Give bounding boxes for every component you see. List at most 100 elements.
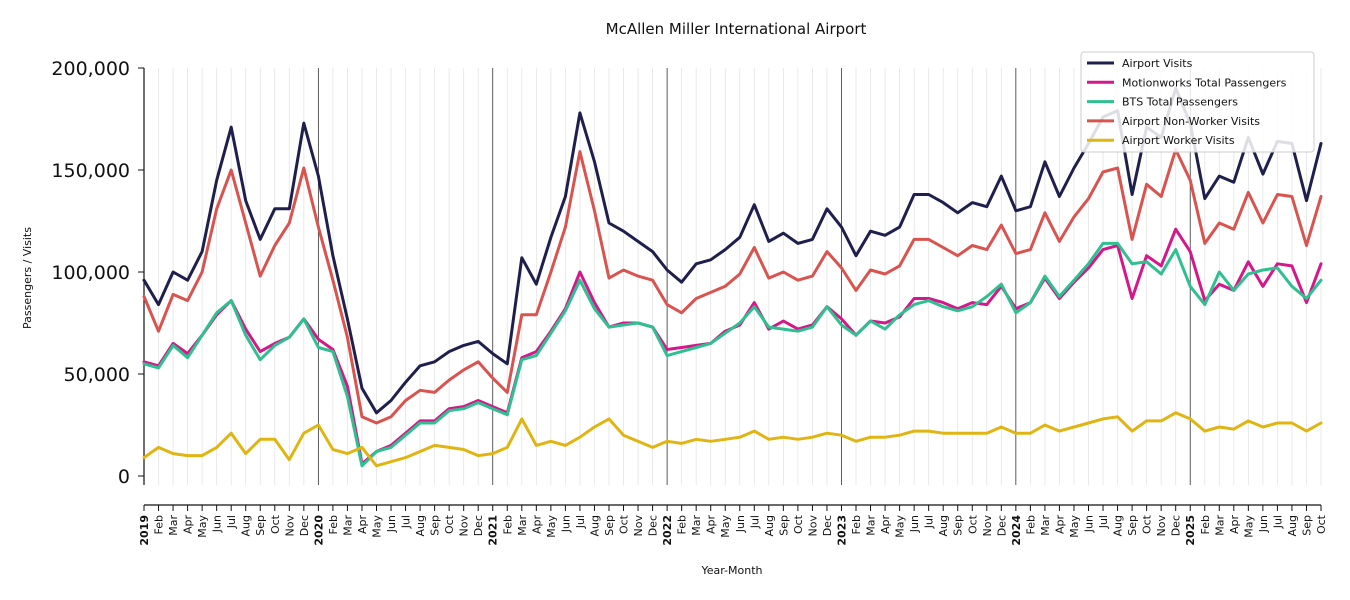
y-tick-label: 100,000 — [51, 262, 130, 284]
series-line-airport-visits — [142, 86, 1323, 415]
y-tick-label: 50,000 — [64, 364, 130, 386]
x-tick-label: Aug — [414, 515, 427, 536]
x-tick-label: Jun — [211, 515, 224, 533]
x-tick-label: May — [1068, 515, 1081, 538]
x-tick-label: Aug — [763, 515, 776, 536]
x-tick-label: May — [370, 515, 383, 538]
x-tick-label: Sep — [952, 515, 965, 536]
series-line-airport-worker-visits — [142, 411, 1323, 468]
x-tick-label: Sep — [429, 515, 442, 536]
x-tick-label: Jul — [574, 515, 587, 529]
x-tick-label: Jun — [385, 515, 398, 533]
x-tick-label: Dec — [1170, 515, 1183, 536]
x-tick-label: Oct — [966, 514, 979, 534]
series-line-airport-non-worker-visits — [142, 148, 1323, 425]
x-tick-label: Mar — [516, 515, 529, 536]
x-axis-label: Year-Month — [700, 564, 762, 577]
y-axis-label: Passengers / Visits — [21, 227, 34, 329]
x-tick-label-year: 2024 — [1010, 515, 1023, 546]
x-tick-label: Mar — [865, 515, 878, 536]
x-tick-label: Nov — [981, 515, 994, 537]
x-tick-label: May — [719, 515, 732, 538]
x-tick-label: Aug — [588, 515, 601, 536]
legend-label: Airport Non-Worker Visits — [1122, 115, 1260, 128]
x-tick-label: Nov — [806, 515, 819, 537]
x-tick-label: Apr — [705, 515, 718, 535]
y-tick-label: 0 — [118, 466, 130, 488]
x-tick-label: Mar — [1039, 515, 1052, 536]
x-tick-label: Jun — [908, 515, 921, 533]
x-tick-label-year: 2019 — [138, 515, 151, 546]
x-tick-label: Apr — [879, 515, 892, 535]
x-tick-label: Feb — [1024, 515, 1037, 534]
x-tick-label: May — [545, 515, 558, 538]
gridlines — [143, 68, 1322, 485]
x-tick-label: Apr — [530, 515, 543, 535]
x-tick-label: Oct — [269, 514, 282, 534]
x-tick-label: May — [894, 515, 907, 538]
x-tick-label: Feb — [676, 515, 689, 534]
x-tick-label: Oct — [443, 514, 456, 534]
x-tick-label: Oct — [792, 514, 805, 534]
x-tick-label: Mar — [690, 515, 703, 536]
x-tick-label: Aug — [1286, 515, 1299, 536]
legend-label: Airport Visits — [1122, 57, 1193, 70]
x-tick-label-year: 2023 — [835, 515, 848, 546]
x-tick-label: Apr — [356, 515, 369, 535]
x-tick-label: Jul — [1097, 515, 1110, 529]
x-tick-label: Sep — [1300, 515, 1313, 536]
x-tick-label: Jun — [734, 515, 747, 533]
x-tick-label: Dec — [821, 515, 834, 536]
x-tick-label: Oct — [1315, 514, 1328, 534]
legend-label: Airport Worker Visits — [1122, 134, 1235, 147]
x-tick-label: Oct — [1141, 514, 1154, 534]
x-tick-label: Aug — [240, 515, 253, 536]
x-tick-label: Mar — [167, 515, 180, 536]
axes — [143, 68, 1321, 506]
x-tick-label: Apr — [1228, 515, 1241, 535]
x-tick-label-year: 2025 — [1184, 515, 1197, 546]
x-tick-label: Dec — [472, 515, 485, 536]
x-tick-label: Mar — [341, 515, 354, 536]
x-tick-label: Oct — [618, 514, 631, 534]
x-tick-label: Feb — [501, 515, 514, 534]
chart-title: McAllen Miller International Airport — [606, 20, 867, 38]
x-tick-label: Sep — [1126, 515, 1139, 536]
x-tick-label: Aug — [1112, 515, 1125, 536]
x-tick-label: Dec — [298, 515, 311, 536]
x-tick-label: Jul — [748, 515, 761, 529]
series-lines — [142, 86, 1323, 468]
y-axis-ticks: 0 50,000 100,000 150,000 200,000 — [51, 58, 144, 488]
x-tick-label: Feb — [327, 515, 340, 534]
x-tick-label: Jul — [400, 515, 413, 529]
x-tick-label: Jun — [1083, 515, 1096, 533]
x-tick-label: Feb — [850, 515, 863, 534]
x-tick-label: Jul — [923, 515, 936, 529]
x-tick-label: Nov — [1155, 515, 1168, 537]
x-tick-label: Sep — [603, 515, 616, 536]
x-tick-label: Feb — [153, 515, 166, 534]
y-tick-label: 150,000 — [51, 160, 130, 182]
x-tick-label: Feb — [1199, 515, 1212, 534]
x-tick-label-year: 2021 — [487, 515, 500, 546]
x-tick-label: Nov — [632, 515, 645, 537]
x-tick-label: Jun — [1257, 515, 1270, 533]
legend-label: Motionworks Total Passengers — [1122, 76, 1287, 89]
legend: Airport Visits Motionworks Total Passenge… — [1080, 51, 1315, 153]
x-axis-ticks: 2019 Feb Mar Apr May Jun Jul Aug Sep Oct Nov Dec 202… — [138, 505, 1328, 546]
x-tick-label: Jul — [225, 515, 238, 529]
series-line-bts-total-passengers — [142, 241, 1323, 468]
x-tick-label: Aug — [937, 515, 950, 536]
x-tick-label: Sep — [254, 515, 267, 536]
x-tick-label: Apr — [182, 515, 195, 535]
x-tick-label: May — [1242, 515, 1255, 538]
x-tick-label: May — [196, 515, 209, 538]
x-tick-label: Nov — [458, 515, 471, 537]
x-tick-label: Apr — [1053, 515, 1066, 535]
x-tick-label-year: 2022 — [661, 515, 674, 546]
x-tick-label: Dec — [647, 515, 660, 536]
x-tick-label: Jun — [559, 515, 572, 533]
x-tick-label: Sep — [777, 515, 790, 536]
y-tick-label: 200,000 — [51, 58, 130, 80]
